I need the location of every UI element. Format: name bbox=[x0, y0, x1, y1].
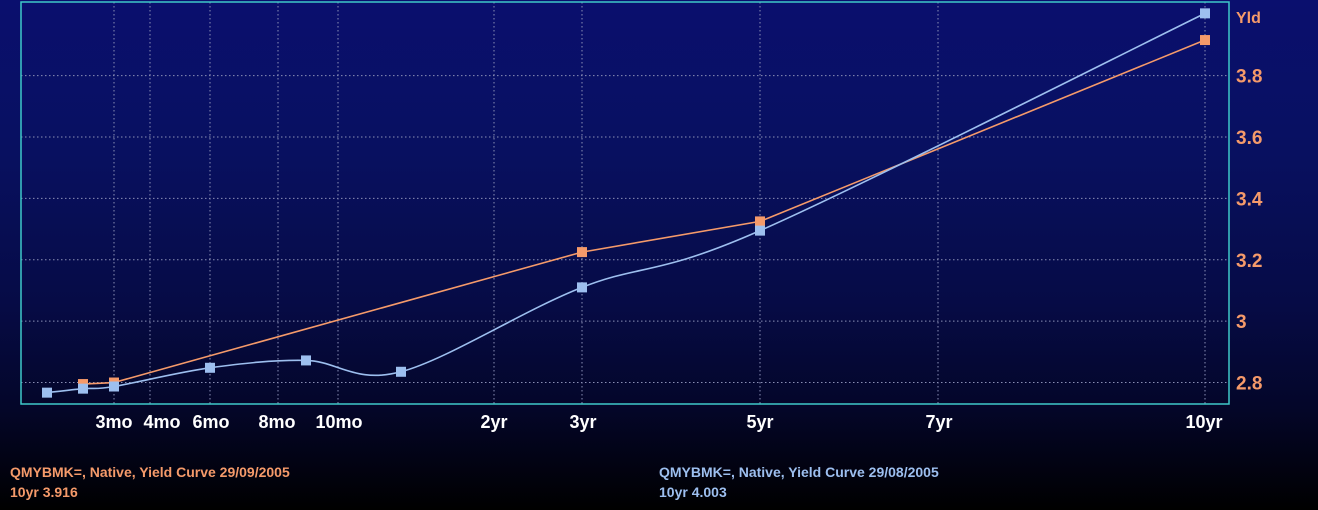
y-tick-label: 3.6 bbox=[1236, 128, 1262, 149]
y-axis-title: Yld bbox=[1236, 10, 1261, 27]
x-tick-label: 5yr bbox=[746, 412, 773, 432]
series-2-line bbox=[46, 12, 1206, 394]
legend-series-2: QMYBMK=, Native, Yield Curve 29/08/2005 … bbox=[659, 462, 939, 502]
y-tick-label: 3.8 bbox=[1236, 67, 1262, 88]
y-tick-label: 3.4 bbox=[1236, 189, 1263, 210]
legend-series-2-value: 10yr 4.003 bbox=[659, 484, 727, 500]
series-1-marker bbox=[755, 216, 765, 227]
series-2-marker bbox=[205, 362, 215, 373]
x-tick-label: 10mo bbox=[315, 412, 362, 432]
x-tick-label: 2yr bbox=[480, 412, 507, 432]
legend-series-1: QMYBMK=, Native, Yield Curve 29/09/2005 … bbox=[10, 462, 290, 502]
grid bbox=[21, 2, 1229, 404]
series-1-marker bbox=[577, 247, 587, 258]
series-2-marker bbox=[78, 383, 88, 394]
series-2 bbox=[42, 8, 1210, 398]
y-tick-label: 2.8 bbox=[1236, 374, 1262, 395]
x-tick-label: 3mo bbox=[95, 412, 132, 432]
series-2-marker bbox=[42, 387, 52, 398]
series-1-marker bbox=[1200, 35, 1210, 46]
series-2-marker bbox=[396, 366, 406, 377]
plot-border bbox=[20, 1, 1230, 405]
x-tick-label: 7yr bbox=[925, 412, 952, 432]
x-tick-label: 6mo bbox=[192, 412, 229, 432]
x-tick-label: 3yr bbox=[569, 412, 596, 432]
y-tick-label: 3.2 bbox=[1236, 251, 1262, 272]
x-tick-label: 10yr bbox=[1185, 412, 1222, 432]
x-tick-label: 8mo bbox=[258, 412, 295, 432]
legend-series-1-value: 10yr 3.916 bbox=[10, 484, 78, 500]
series-2-marker bbox=[577, 282, 587, 293]
legend-series-2-title: QMYBMK=, Native, Yield Curve 29/08/2005 bbox=[659, 464, 939, 480]
series-2-marker bbox=[301, 355, 311, 366]
series-1-line bbox=[82, 39, 1206, 385]
legend-series-1-title: QMYBMK=, Native, Yield Curve 29/09/2005 bbox=[10, 464, 290, 480]
series-2-marker bbox=[1200, 8, 1210, 19]
y-tick-label: 3 bbox=[1236, 312, 1247, 333]
series-1 bbox=[78, 35, 1210, 390]
series-2-marker bbox=[755, 225, 765, 236]
series-2-marker bbox=[109, 381, 119, 392]
x-tick-label: 4mo bbox=[143, 412, 180, 432]
